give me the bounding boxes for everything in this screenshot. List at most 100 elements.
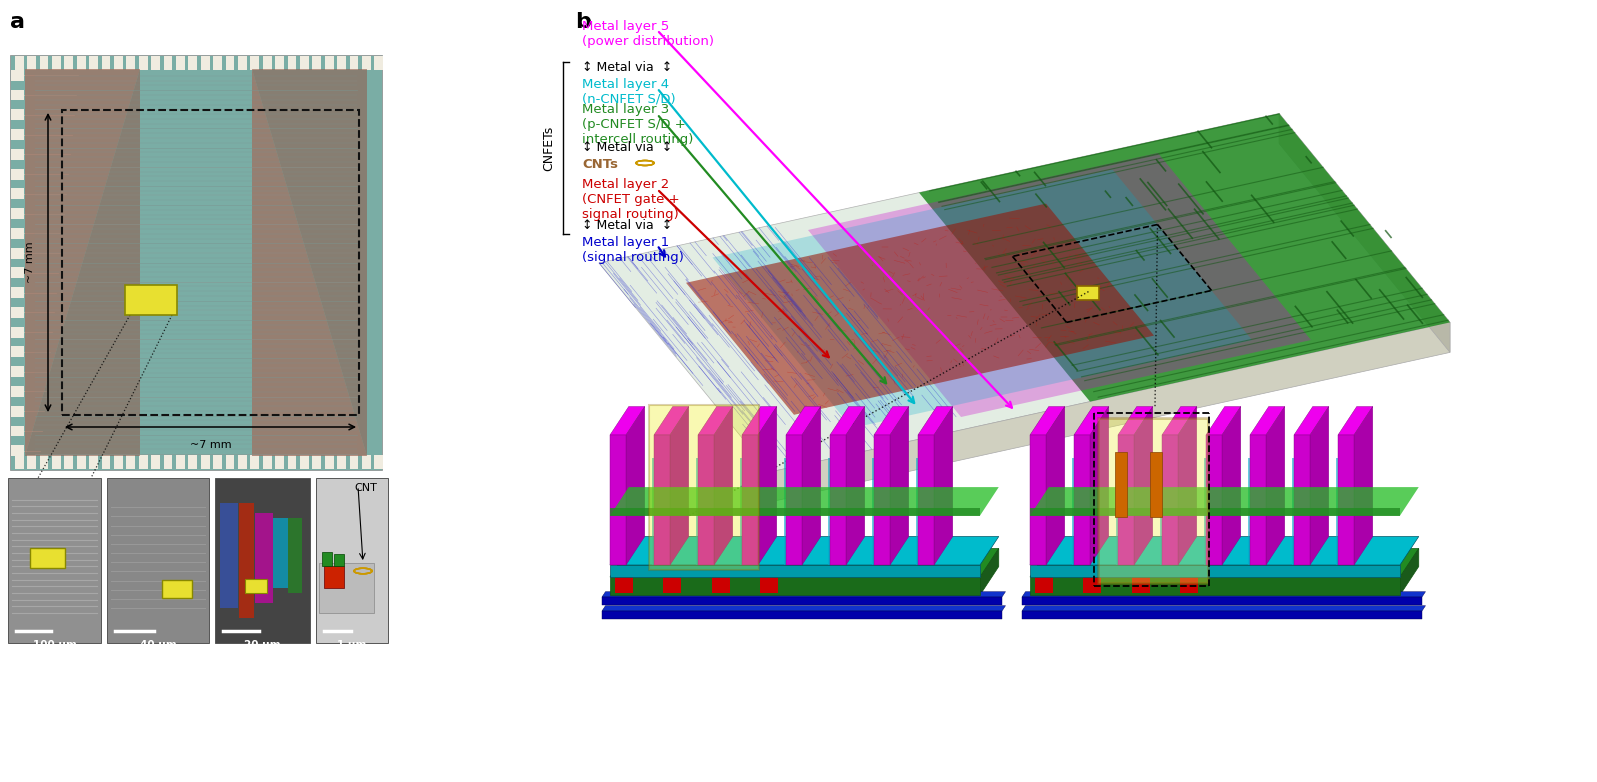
Bar (14, 56, 24, 70)
Polygon shape (918, 435, 934, 565)
Bar (275, 56, 284, 70)
Polygon shape (784, 458, 787, 565)
Polygon shape (671, 407, 688, 565)
Bar (161, 580, 192, 598)
Polygon shape (802, 407, 821, 565)
Bar (264, 56, 271, 70)
Polygon shape (1338, 435, 1354, 565)
Polygon shape (663, 577, 682, 593)
Polygon shape (1030, 407, 1065, 435)
Polygon shape (1083, 577, 1102, 593)
Polygon shape (918, 407, 953, 435)
Polygon shape (610, 565, 981, 577)
Text: a: a (10, 12, 26, 32)
Polygon shape (830, 435, 846, 565)
Bar (152, 455, 160, 469)
Polygon shape (696, 458, 699, 565)
Bar (11, 188, 24, 199)
Polygon shape (1204, 458, 1207, 565)
Text: 40 μm: 40 μm (139, 640, 176, 650)
Bar (363, 56, 371, 70)
Text: ↕ Metal via  ↕: ↕ Metal via ↕ (581, 219, 672, 232)
Polygon shape (714, 407, 733, 565)
Bar (11, 267, 24, 278)
Bar (214, 455, 222, 469)
Polygon shape (787, 430, 806, 565)
Text: CNFETs: CNFETs (543, 125, 556, 170)
Text: CNTs: CNTs (581, 158, 618, 171)
Polygon shape (770, 322, 1450, 502)
Polygon shape (1046, 407, 1065, 565)
Text: Metal layer 1
(signal routing): Metal layer 1 (signal routing) (581, 236, 684, 264)
Polygon shape (1091, 407, 1108, 565)
Bar (40, 56, 48, 70)
Bar (11, 169, 24, 180)
Polygon shape (252, 69, 367, 456)
Polygon shape (1266, 407, 1284, 565)
Bar (11, 208, 24, 219)
Polygon shape (744, 430, 763, 565)
Polygon shape (1297, 430, 1314, 565)
Bar (220, 503, 238, 608)
Text: ↕ Metal via  ↕: ↕ Metal via ↕ (581, 61, 672, 74)
Bar (1115, 453, 1127, 518)
Text: ↕ Metal via  ↕: ↕ Metal via ↕ (581, 141, 672, 154)
Polygon shape (1030, 577, 1401, 595)
Bar (225, 56, 235, 70)
Polygon shape (1030, 548, 1418, 577)
Polygon shape (610, 536, 998, 565)
Bar (77, 455, 86, 469)
Bar (188, 455, 196, 469)
Bar (126, 455, 136, 469)
Text: Metal layer 4
(n-CNFET S/D): Metal layer 4 (n-CNFET S/D) (581, 78, 676, 106)
Bar (11, 129, 24, 140)
Polygon shape (786, 407, 821, 435)
Polygon shape (1338, 407, 1373, 435)
Polygon shape (610, 508, 981, 515)
Bar (77, 56, 86, 70)
Polygon shape (827, 458, 832, 565)
Bar (334, 554, 343, 566)
Polygon shape (846, 407, 864, 565)
Bar (1150, 453, 1163, 518)
Bar (11, 445, 24, 456)
Polygon shape (1294, 435, 1310, 565)
Polygon shape (1206, 435, 1222, 565)
Polygon shape (1030, 565, 1401, 577)
Bar (11, 346, 24, 357)
Polygon shape (602, 597, 1001, 605)
Bar (244, 579, 267, 593)
Bar (324, 566, 343, 588)
Bar (14, 455, 24, 469)
Bar (11, 149, 24, 160)
Polygon shape (599, 113, 1450, 472)
Polygon shape (1179, 407, 1196, 565)
Bar (319, 563, 374, 613)
Bar (316, 478, 388, 643)
Text: Metal layer 3
(p-CNFET S/D +
intercell routing): Metal layer 3 (p-CNFET S/D + intercell r… (581, 103, 693, 146)
Polygon shape (918, 113, 1450, 402)
Bar (214, 56, 222, 70)
Polygon shape (1401, 548, 1418, 595)
Polygon shape (1076, 430, 1096, 565)
Bar (324, 56, 334, 70)
Polygon shape (1118, 407, 1153, 435)
Polygon shape (652, 458, 656, 565)
Polygon shape (981, 548, 998, 595)
Polygon shape (656, 430, 676, 565)
Polygon shape (1163, 407, 1196, 435)
Bar (300, 455, 308, 469)
Polygon shape (874, 407, 909, 435)
Polygon shape (610, 407, 645, 435)
Bar (11, 90, 24, 100)
Bar (8, 478, 101, 643)
Text: 1 μm: 1 μm (337, 640, 367, 650)
Polygon shape (1030, 487, 1418, 515)
Bar (287, 518, 302, 593)
Polygon shape (1030, 435, 1046, 565)
Bar (240, 503, 254, 618)
Polygon shape (698, 407, 733, 435)
Polygon shape (712, 577, 730, 593)
Bar (363, 455, 371, 469)
Polygon shape (1340, 430, 1359, 565)
